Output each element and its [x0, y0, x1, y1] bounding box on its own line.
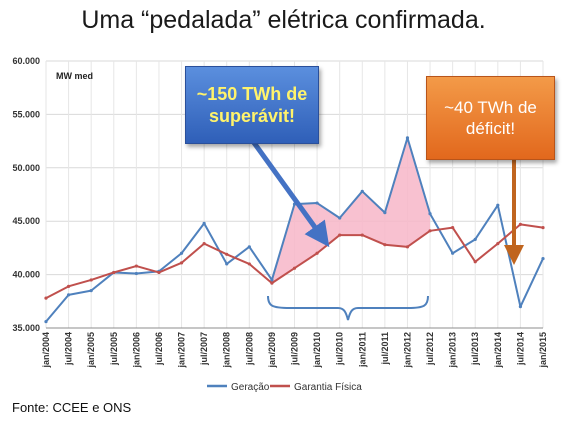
- data-point-garantia: [66, 284, 71, 288]
- x-tick-label: jul/2013: [470, 332, 480, 366]
- x-tick-label: jan/2011: [357, 332, 367, 368]
- data-point-geracao: [541, 256, 545, 261]
- chart-title: Uma “pedalada” elétrica confirmada.: [81, 6, 486, 34]
- data-point-garantia: [405, 245, 410, 249]
- deficit-callout: ~40 TWh de déficit!: [426, 76, 555, 160]
- data-point-garantia: [270, 281, 274, 285]
- surplus-callout: ~150 TWh de superávit!: [185, 66, 319, 144]
- x-tick-label: jan/2012: [402, 332, 412, 369]
- data-point-garantia: [451, 226, 455, 230]
- data-point-geracao: [270, 278, 274, 282]
- data-point-geracao: [473, 237, 477, 241]
- x-tick-label: jul/2010: [335, 332, 345, 366]
- data-point-geracao: [202, 221, 206, 225]
- data-point-geracao: [247, 245, 251, 249]
- data-point-garantia: [247, 262, 251, 266]
- data-point-geracao: [405, 136, 410, 140]
- y-axis-ticks: 35.000 40.000 45.000 50.000 55.000 60.000: [12, 56, 40, 333]
- data-point-geracao: [428, 212, 432, 216]
- y-tick-label: 40.000: [12, 270, 40, 280]
- x-axis-ticks: jan/2004 jul/2004 jan/2005 jul/2005 jan/2006…: [41, 332, 548, 369]
- x-tick-label: jan/2008: [222, 332, 232, 369]
- data-point-garantia: [179, 261, 184, 265]
- data-point-geracao: [225, 262, 229, 266]
- data-point-garantia: [473, 260, 477, 264]
- series-lines: [44, 136, 545, 324]
- data-point-garantia: [338, 233, 342, 237]
- data-point-garantia: [383, 243, 387, 247]
- x-tick-label: jul/2006: [154, 332, 164, 366]
- data-point-garantia: [315, 251, 319, 255]
- data-point-geracao: [315, 201, 319, 205]
- data-point-garantia: [360, 233, 364, 237]
- data-point-garantia: [518, 222, 523, 227]
- x-tick-label: jan/2005: [86, 332, 96, 369]
- x-tick-label: jul/2012: [425, 332, 435, 366]
- y-tick-label: 55.000: [12, 109, 40, 119]
- gridlines: [45, 60, 544, 329]
- x-tick-label: jan/2013: [448, 332, 458, 369]
- y-axis-label: MW med: [56, 71, 93, 81]
- y-tick-label: 60.000: [12, 56, 40, 66]
- data-point-garantia: [292, 266, 297, 270]
- surplus-arrow: [249, 138, 330, 248]
- x-tick-label: jan/2007: [177, 332, 187, 369]
- legend: Geração Garantia Física: [207, 382, 362, 393]
- data-point-geracao: [383, 211, 387, 215]
- surplus-shading: [271, 137, 431, 284]
- data-point-geracao: [451, 251, 455, 255]
- y-tick-label: 35.000: [12, 323, 40, 333]
- x-tick-label: jul/2008: [244, 332, 254, 366]
- x-tick-label: jul/2011: [380, 332, 390, 366]
- data-point-garantia: [428, 229, 432, 233]
- x-tick-label: jul/2007: [199, 332, 209, 366]
- data-point-geracao: [179, 251, 184, 255]
- data-point-garantia: [44, 296, 48, 300]
- surplus-period-brace: [267, 295, 429, 321]
- x-tick-label: jan/2010: [312, 332, 322, 369]
- data-point-geracao: [496, 203, 500, 207]
- x-tick-label: jan/2014: [493, 332, 503, 369]
- x-tick-label: jul/2014: [515, 332, 525, 366]
- data-point-geracao: [134, 271, 138, 276]
- x-tick-label: jan/2006: [131, 332, 141, 369]
- source-note: Fonte: CCEE e ONS: [12, 400, 132, 415]
- data-point-geracao: [66, 293, 71, 297]
- data-point-garantia: [202, 242, 206, 246]
- y-tick-label: 45.000: [12, 216, 40, 226]
- x-tick-label: jul/2005: [109, 332, 119, 366]
- data-point-geracao: [44, 319, 48, 324]
- legend-label-geracao: Geração: [231, 382, 270, 393]
- data-point-garantia: [541, 226, 545, 230]
- data-point-geracao: [518, 305, 523, 309]
- x-tick-label: jan/2004: [41, 332, 51, 369]
- data-point-geracao: [360, 189, 364, 193]
- data-point-garantia: [134, 264, 138, 268]
- data-point-garantia: [225, 252, 229, 256]
- data-point-garantia: [112, 270, 116, 275]
- x-tick-label: jul/2009: [290, 332, 300, 366]
- data-point-garantia: [89, 278, 93, 282]
- data-point-garantia: [157, 270, 161, 275]
- x-tick-label: jan/2015: [538, 332, 548, 369]
- x-tick-label: jul/2004: [64, 332, 74, 366]
- data-point-geracao: [338, 216, 342, 220]
- x-tick-label: jan/2009: [267, 332, 277, 369]
- legend-label-garantia: Garantia Física: [294, 382, 362, 393]
- data-point-garantia: [496, 242, 500, 246]
- surplus-area: [271, 137, 431, 284]
- data-point-geracao: [89, 289, 93, 293]
- y-tick-label: 50.000: [12, 163, 40, 173]
